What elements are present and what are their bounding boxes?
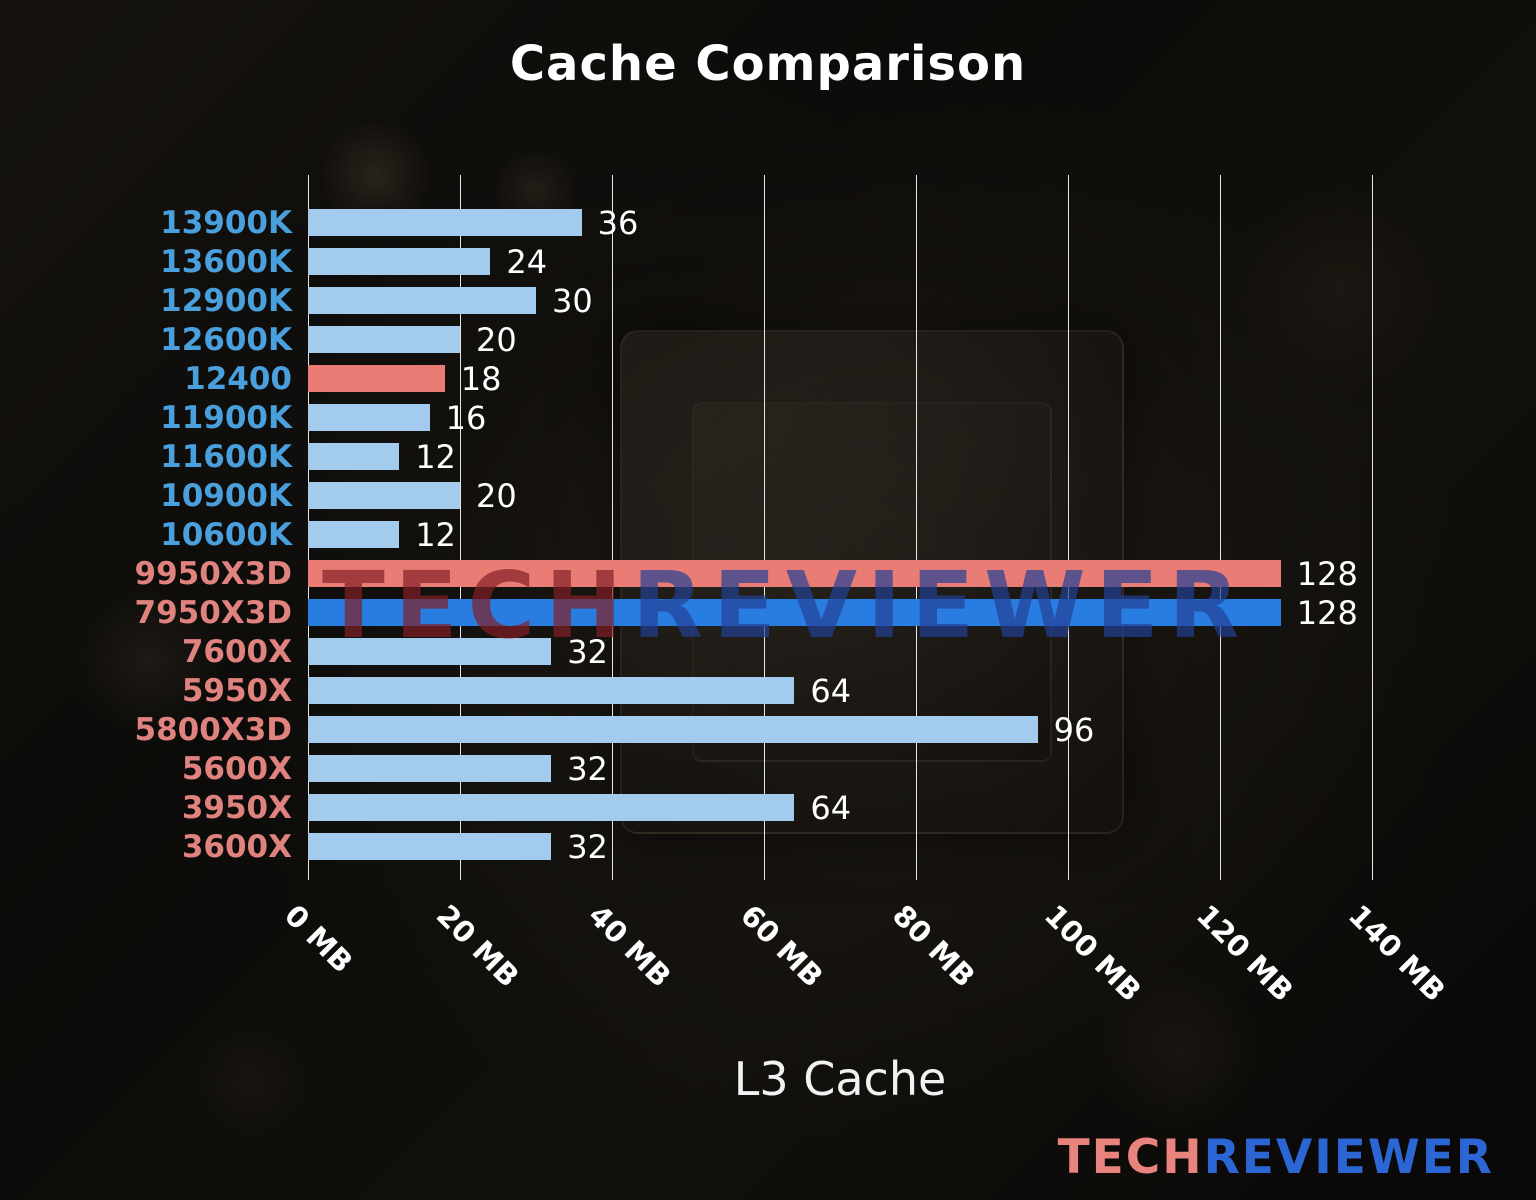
category-label: 12900K	[160, 282, 292, 319]
bar	[308, 482, 460, 509]
category-label: 5950X	[181, 672, 292, 709]
category-label: 5600X	[181, 750, 292, 787]
watermark: TECHREVIEWER	[322, 552, 1249, 659]
gridline	[612, 175, 613, 880]
value-label: 64	[810, 788, 852, 827]
bar	[308, 833, 552, 860]
category-label: 11600K	[160, 438, 292, 475]
value-label: 20	[476, 320, 517, 359]
bar	[308, 365, 445, 392]
bar	[308, 716, 1038, 743]
category-label: 12600K	[160, 321, 292, 358]
chart-title: Cache Comparison	[509, 36, 1027, 92]
bar	[308, 599, 1281, 626]
category-label: 10900K	[160, 477, 292, 514]
value-label: 96	[1053, 710, 1095, 749]
gridline	[916, 175, 917, 880]
category-label: 13600K	[160, 243, 292, 280]
gridline	[1372, 175, 1373, 880]
value-label: 128	[1296, 554, 1358, 593]
value-label: 20	[476, 476, 517, 515]
value-label: 32	[567, 827, 608, 866]
category-label: 13900K	[160, 204, 292, 241]
watermark-tech: TECH	[322, 552, 633, 659]
value-label: 12	[415, 437, 456, 476]
value-label: 18	[460, 359, 502, 398]
x-tick-label: 0 MB	[277, 898, 360, 980]
gridline	[1220, 175, 1221, 880]
x-axis-label: L3 Cache	[733, 1052, 947, 1106]
gridline	[460, 175, 461, 880]
bar	[308, 677, 795, 704]
bar	[308, 326, 460, 353]
bar	[308, 755, 552, 782]
logo-reviewer: REVIEWER	[1203, 1130, 1494, 1185]
bar	[308, 287, 536, 314]
x-tick-label: 60 MB	[733, 898, 830, 994]
gridline	[764, 175, 765, 880]
category-label: 3950X	[181, 789, 292, 826]
x-tick-label: 120 MB	[1189, 898, 1300, 1009]
value-label: 64	[810, 671, 852, 710]
value-label: 30	[552, 281, 593, 320]
x-tick-label: 80 MB	[885, 898, 982, 994]
category-label: 7950X3D	[134, 594, 292, 631]
category-label: 9950X3D	[134, 555, 292, 592]
bar	[308, 443, 400, 470]
value-label: 32	[567, 749, 608, 788]
logo-tech: TECH	[1057, 1130, 1204, 1185]
value-label: 16	[445, 398, 487, 437]
category-label: 3600X	[181, 828, 292, 865]
bar	[308, 560, 1281, 587]
category-label: 12400	[184, 360, 292, 397]
bar	[308, 404, 430, 431]
bar	[308, 794, 795, 821]
value-label: 36	[597, 203, 639, 242]
category-label: 11900K	[160, 399, 292, 436]
value-label: 24	[506, 242, 548, 281]
brand-logo: TECHREVIEWER	[1058, 1130, 1494, 1185]
bar	[308, 248, 491, 275]
bar	[308, 209, 582, 236]
category-label: 7600X	[181, 633, 292, 670]
value-label: 12	[415, 515, 456, 554]
value-label: 128	[1296, 593, 1358, 632]
x-tick-label: 100 MB	[1037, 898, 1148, 1009]
x-tick-label: 140 MB	[1341, 898, 1452, 1009]
x-tick-label: 40 MB	[581, 898, 678, 994]
bar	[308, 638, 552, 665]
watermark-reviewer: REVIEWER	[632, 552, 1250, 659]
gridline	[1068, 175, 1069, 880]
category-label: 10600K	[160, 516, 292, 553]
x-tick-label: 20 MB	[429, 898, 526, 994]
bar	[308, 521, 400, 548]
value-label: 32	[567, 632, 608, 671]
category-label: 5800X3D	[134, 711, 292, 748]
